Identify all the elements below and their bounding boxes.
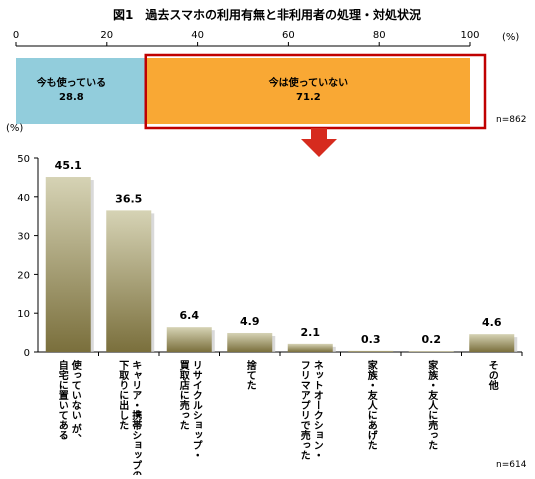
category-label: フリマアプリで売った	[298, 360, 310, 460]
y-tick-label: 40	[17, 193, 30, 204]
category-label: 下取りに出した	[117, 360, 129, 430]
top-n-label: n=862	[496, 115, 526, 125]
top-tick-label: 100	[460, 30, 479, 41]
category-label: 使っていない が、	[69, 359, 82, 444]
bar-value-label: 4.6	[482, 316, 502, 329]
stacked-bar: 今も使っている 28.8 今は使っていない 71.2	[16, 58, 470, 124]
segment-name: 今も使っている	[36, 76, 107, 89]
bar-value-label: 2.1	[301, 326, 321, 339]
top-tick-label: 20	[100, 30, 113, 41]
y-tick-label: 20	[17, 270, 30, 281]
bar	[106, 210, 152, 352]
bar	[166, 327, 212, 352]
bottom-n-label: n=614	[496, 460, 527, 470]
chart-title: 図1 過去スマホの利用有無と非利用者の処理・対処状況	[113, 7, 421, 22]
top-tick-label: 60	[282, 30, 295, 41]
bar	[348, 350, 394, 352]
category-label: 捨てた	[244, 359, 256, 390]
category-label: その他	[486, 360, 499, 391]
segment-value: 71.2	[296, 92, 321, 103]
segment-name: 今は使っていない	[268, 76, 349, 89]
bar	[45, 177, 91, 352]
down-arrow-icon	[301, 128, 337, 157]
category-label: 自宅に置いてある	[56, 359, 68, 440]
stacked-segment	[146, 58, 470, 124]
bar	[287, 343, 333, 352]
category-label: 家族・友人に売った	[426, 359, 438, 450]
bar-value-label: 36.5	[115, 192, 142, 205]
y-tick-label: 50	[17, 154, 30, 165]
top-axis-unit: (%)	[502, 32, 519, 43]
category-label: リサイクルショップ・	[190, 360, 202, 460]
bar	[408, 351, 454, 352]
top-x-axis: 0 20 40 60 80 100	[13, 30, 480, 47]
bar-value-label: 45.1	[55, 159, 82, 172]
category-label: 家族・友人にあげた	[365, 359, 377, 450]
bar-value-label: 6.4	[180, 309, 200, 322]
y-tick-label: 10	[17, 309, 30, 320]
stacked-segment	[16, 58, 147, 124]
top-tick-label: 40	[191, 30, 204, 41]
bar-value-label: 0.2	[422, 333, 442, 346]
y-tick-label: 30	[17, 232, 30, 243]
top-tick-label: 80	[373, 30, 386, 41]
bar	[227, 332, 273, 352]
bar-value-label: 4.9	[240, 315, 260, 328]
bar-series: 45.1 36.5 6.4 4.9 2.1 0.3 0.2 4.6	[45, 159, 518, 352]
y-tick-label: 0	[24, 348, 30, 359]
segment-value: 28.8	[59, 92, 84, 103]
category-label: キャリア・携帯ショップの	[130, 360, 142, 475]
bar-value-label: 0.3	[361, 333, 381, 346]
bar	[469, 334, 515, 352]
category-label: 買取店に売った	[177, 360, 189, 430]
bottom-axis-unit: (%)	[6, 123, 23, 134]
category-label: ネットオークション・	[311, 360, 323, 460]
top-tick-label: 0	[13, 30, 19, 41]
